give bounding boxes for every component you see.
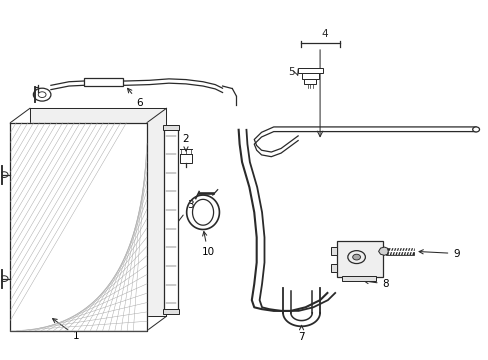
Circle shape xyxy=(472,127,479,132)
Text: 9: 9 xyxy=(418,248,459,258)
Bar xyxy=(162,309,179,314)
Bar xyxy=(336,241,383,277)
Bar xyxy=(301,73,319,79)
Bar xyxy=(162,125,179,130)
Text: 6: 6 xyxy=(127,88,142,108)
Polygon shape xyxy=(378,247,387,255)
Text: 10: 10 xyxy=(201,231,214,257)
Text: 5: 5 xyxy=(288,67,294,77)
Bar xyxy=(330,264,336,272)
Text: 4: 4 xyxy=(321,29,327,39)
Text: 7: 7 xyxy=(298,325,304,342)
Bar xyxy=(163,126,177,313)
Text: 3: 3 xyxy=(167,200,194,235)
Text: 1: 1 xyxy=(53,319,80,341)
Circle shape xyxy=(352,254,360,260)
Bar xyxy=(304,78,316,84)
Bar xyxy=(330,247,336,255)
Polygon shape xyxy=(10,123,147,330)
Polygon shape xyxy=(30,108,166,316)
Text: 8: 8 xyxy=(364,279,388,289)
Text: 2: 2 xyxy=(183,134,189,151)
Bar xyxy=(341,276,375,281)
Bar xyxy=(179,154,192,163)
Bar xyxy=(83,78,122,86)
Bar xyxy=(298,68,322,73)
